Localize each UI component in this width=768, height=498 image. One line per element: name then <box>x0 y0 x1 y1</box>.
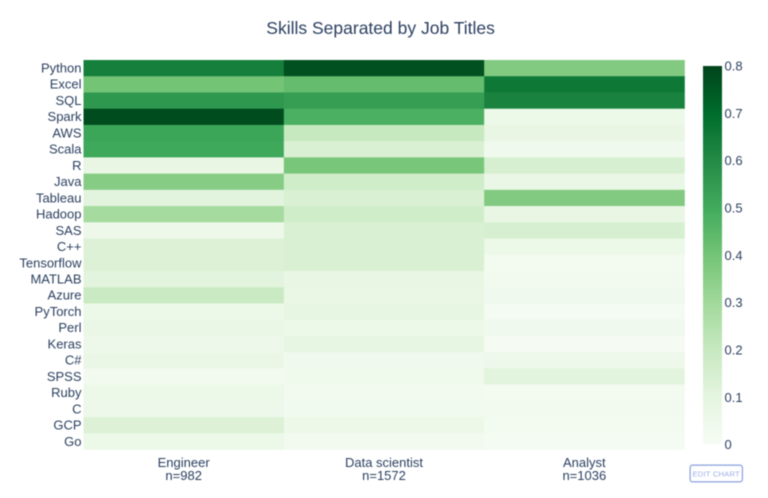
svg-text:Ruby: Ruby <box>51 385 82 400</box>
svg-text:Engineer: Engineer <box>158 455 211 470</box>
svg-text:C: C <box>72 401 81 416</box>
svg-text:0: 0 <box>725 437 732 452</box>
svg-text:Spark: Spark <box>48 109 82 124</box>
svg-text:Python: Python <box>41 61 81 76</box>
svg-text:Data scientist: Data scientist <box>345 455 423 470</box>
svg-text:0.3: 0.3 <box>725 295 743 310</box>
svg-text:EDIT CHART: EDIT CHART <box>693 470 740 479</box>
svg-text:AWS: AWS <box>52 125 81 140</box>
svg-text:Analyst: Analyst <box>563 455 606 470</box>
svg-text:Tableau: Tableau <box>36 190 82 205</box>
svg-text:Go: Go <box>64 434 81 449</box>
svg-text:PyTorch: PyTorch <box>35 304 82 319</box>
svg-text:SPSS: SPSS <box>47 369 82 384</box>
svg-text:SQL: SQL <box>55 93 81 108</box>
svg-text:n=1036: n=1036 <box>562 468 606 483</box>
svg-text:0.1: 0.1 <box>725 390 743 405</box>
svg-text:C++: C++ <box>57 239 82 254</box>
svg-text:n=982: n=982 <box>165 468 202 483</box>
svg-text:R: R <box>72 158 81 173</box>
svg-text:0.5: 0.5 <box>725 201 743 216</box>
svg-text:0.8: 0.8 <box>725 59 743 74</box>
svg-text:Azure: Azure <box>48 288 82 303</box>
svg-text:Tensorflow: Tensorflow <box>19 255 82 270</box>
svg-text:0.6: 0.6 <box>725 153 743 168</box>
svg-text:Scala: Scala <box>49 142 82 157</box>
svg-text:Perl: Perl <box>58 320 81 335</box>
svg-text:Skills Separated by Job Titles: Skills Separated by Job Titles <box>266 18 495 38</box>
svg-text:Keras: Keras <box>48 336 82 351</box>
svg-text:0.2: 0.2 <box>725 342 743 357</box>
svg-text:Hadoop: Hadoop <box>36 207 82 222</box>
svg-text:n=1572: n=1572 <box>362 468 406 483</box>
svg-text:Java: Java <box>54 174 82 189</box>
svg-text:GCP: GCP <box>53 418 81 433</box>
svg-text:Excel: Excel <box>50 77 82 92</box>
svg-text:SAS: SAS <box>55 223 81 238</box>
svg-text:C#: C# <box>65 353 82 368</box>
svg-text:MATLAB: MATLAB <box>30 271 81 286</box>
svg-text:0.4: 0.4 <box>725 248 743 263</box>
svg-text:0.7: 0.7 <box>725 106 743 121</box>
